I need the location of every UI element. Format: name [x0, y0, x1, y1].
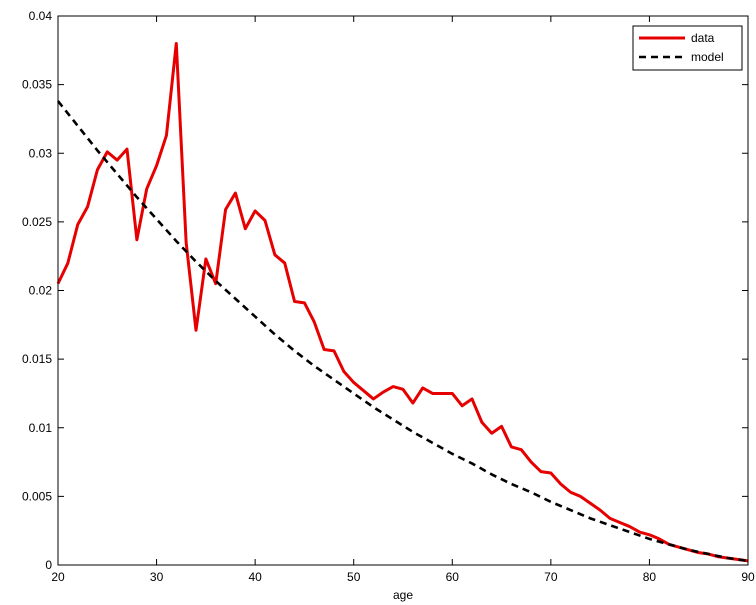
legend-box: [632, 25, 743, 71]
y-tick-label: 0.005: [22, 489, 52, 503]
y-tick-label: 0.025: [22, 215, 52, 229]
y-tick-label: 0.01: [29, 421, 53, 435]
legend-label-model: model: [691, 50, 724, 64]
x-tick-label: 50: [347, 570, 361, 584]
x-tick-label: 60: [446, 570, 460, 584]
y-tick-label: 0.02: [29, 284, 53, 298]
y-tick-label: 0.035: [22, 78, 52, 92]
legend: data model: [632, 25, 743, 71]
y-tick-label: 0.04: [29, 9, 53, 23]
x-tick-label: 80: [643, 570, 657, 584]
y-tick-label: 0.015: [22, 352, 52, 366]
x-tick-label: 40: [248, 570, 262, 584]
plot-area: [58, 16, 748, 565]
plot-background: [58, 16, 748, 565]
x-tick-label: 20: [51, 570, 65, 584]
x-axis-label: age: [393, 588, 413, 602]
series-layer: [56, 41, 749, 563]
axes-layer: 20 30 40 50 60 70 80 90 0 0.005 0.01 0.015 0.02 0.025…: [22, 9, 755, 602]
x-tick-label: 70: [544, 570, 558, 584]
y-tick-label: 0: [45, 558, 52, 572]
x-tick-label: 30: [150, 570, 164, 584]
series-line-data: [56, 41, 749, 563]
legend-label-data: data: [691, 31, 715, 45]
y-tick-label: 0.03: [29, 146, 53, 160]
x-tick-label: 90: [741, 570, 755, 584]
